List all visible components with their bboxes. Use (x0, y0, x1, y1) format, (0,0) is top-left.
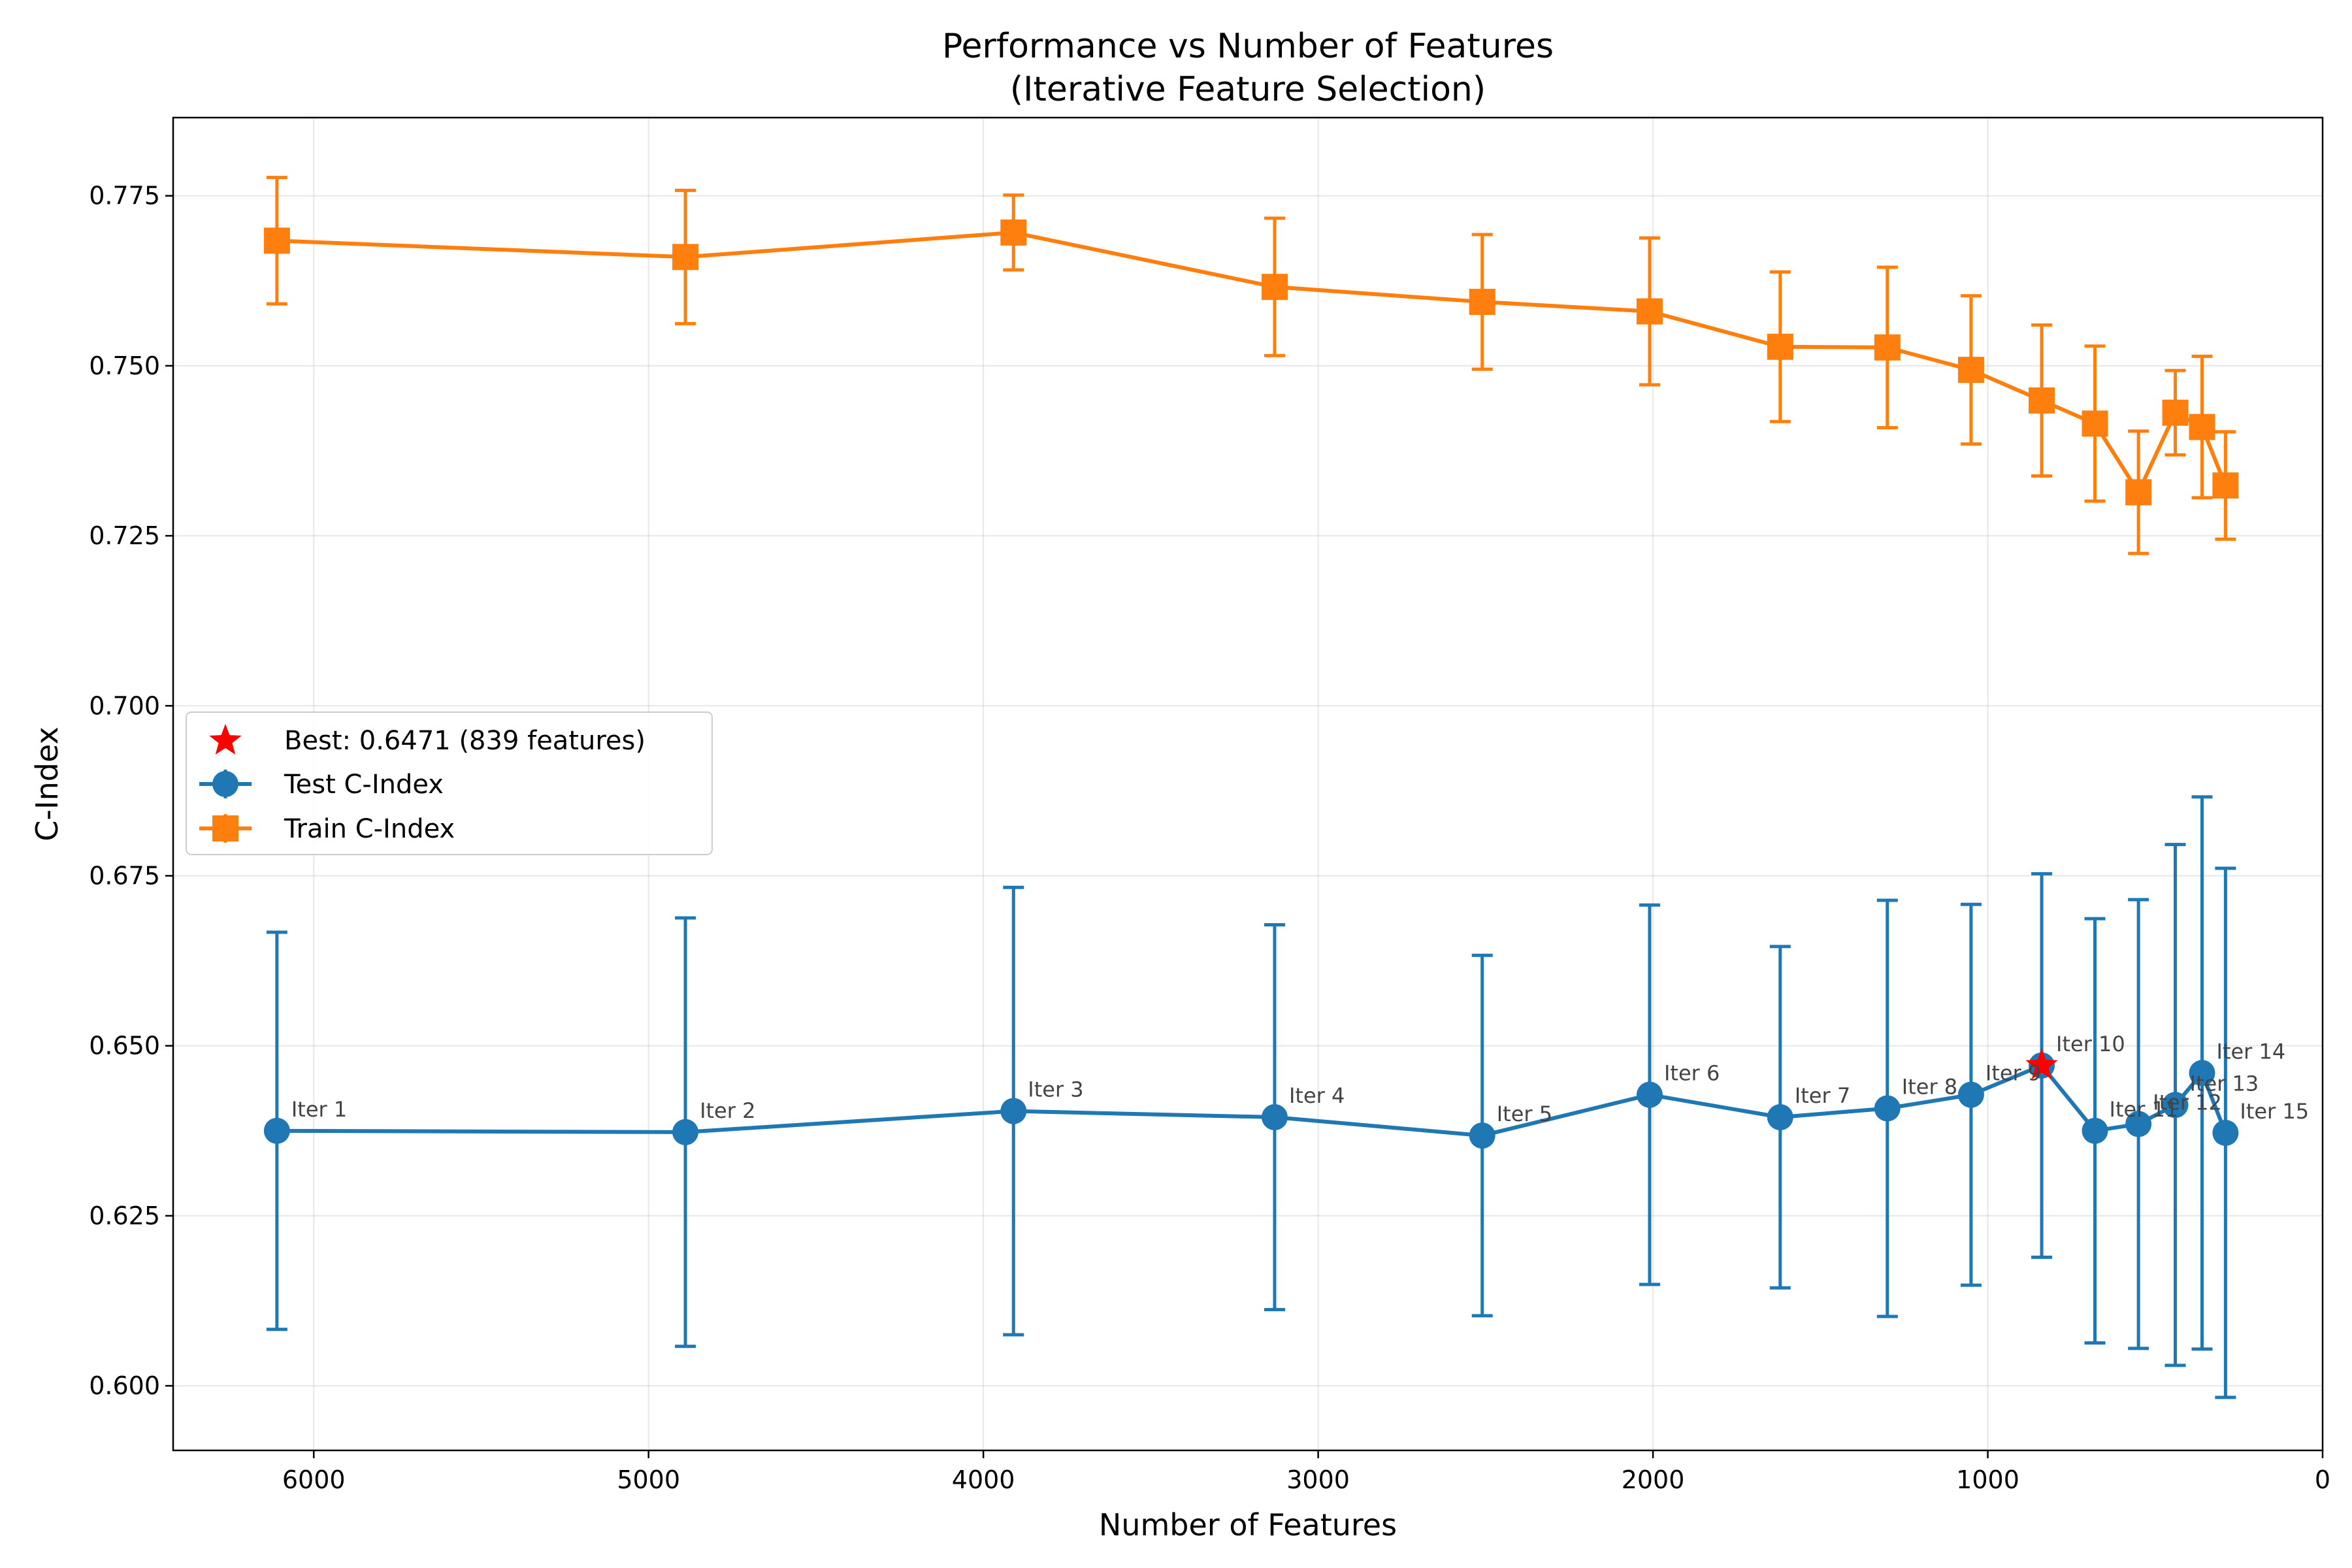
test-point (2189, 1060, 2215, 1086)
y-tick-label: 0.650 (89, 1032, 160, 1060)
x-tick-label: 0 (2315, 1465, 2330, 1494)
legend-best-text: Best: 0.6471 (839 features) (284, 726, 645, 756)
x-tick-label: 3000 (1286, 1465, 1350, 1494)
iteration-label: Iter 7 (1795, 1083, 1850, 1108)
legend-test-marker (212, 771, 238, 797)
plot-frame (172, 116, 2324, 1452)
iteration-label: Iter 14 (2217, 1039, 2286, 1064)
x-tick-label: 2000 (1622, 1465, 1685, 1494)
train-point (2212, 472, 2239, 499)
y-tick-label: 0.775 (89, 182, 160, 210)
test-point (1636, 1081, 1663, 1108)
iteration-label: Iter 4 (1289, 1083, 1345, 1108)
iteration-label: Iter 6 (1664, 1061, 1720, 1086)
series-test (263, 795, 2239, 1399)
iteration-label: Iter 13 (2190, 1071, 2259, 1096)
legend-best-star (209, 724, 242, 755)
iteration-label: Iter 5 (1497, 1102, 1552, 1126)
iteration-label: Iter 2 (700, 1098, 755, 1123)
train-point (672, 244, 699, 270)
train-point (1469, 289, 1495, 316)
iteration-label: Iter 3 (1028, 1077, 1083, 1102)
legend-train-text: Train C-Index (284, 814, 455, 844)
test-point (1957, 1081, 1984, 1108)
test-point (1000, 1098, 1027, 1124)
test-point (1767, 1104, 1793, 1130)
train-point (1874, 334, 1901, 361)
x-tick-label: 5000 (617, 1465, 680, 1494)
test-point (2125, 1111, 2152, 1137)
iteration-label: Iter 12 (2153, 1090, 2222, 1115)
best-point-star (2025, 1048, 2058, 1079)
series-train (263, 176, 2239, 555)
test-point (2162, 1092, 2189, 1119)
train-point (2029, 387, 2055, 414)
train-point (2162, 399, 2189, 426)
chart-title-line-1: Performance vs Number of Features (942, 27, 1554, 66)
train-point (1636, 298, 1663, 325)
y-tick-label: 0.700 (89, 691, 160, 720)
x-tick-label: 1000 (1956, 1465, 2019, 1494)
test-point (1261, 1104, 1288, 1130)
y-tick-label: 0.625 (89, 1201, 160, 1230)
y-tick-label: 0.750 (89, 351, 160, 380)
grid (173, 118, 2323, 1450)
y-axis-ticks: 0.600 0.625 0.650 0.675 0.700 0.725 0.750 0.775 (89, 182, 173, 1400)
test-point (1469, 1122, 1495, 1149)
x-axis-label: Number of Features (1099, 1507, 1397, 1543)
test-point (2212, 1119, 2239, 1146)
x-tick-label: 4000 (952, 1465, 1015, 1494)
train-point (2125, 479, 2152, 506)
train-point (2189, 414, 2215, 440)
iteration-label: Iter 1 (291, 1097, 347, 1122)
series-layer (263, 176, 2239, 1399)
test-point (263, 1117, 290, 1144)
legend-train-marker (212, 815, 238, 841)
train-point (1767, 333, 1793, 360)
y-tick-label: 0.675 (89, 862, 160, 890)
legend: Best: 0.6471 (839 features) Test C-Index… (186, 711, 713, 855)
train-point (2082, 410, 2108, 437)
train-point (1957, 357, 1984, 384)
train-point (263, 227, 290, 254)
legend-box (186, 711, 713, 855)
train-point (1000, 219, 1027, 246)
x-tick-label: 6000 (282, 1465, 346, 1494)
test-point (672, 1119, 699, 1145)
iteration-label: Iter 15 (2240, 1099, 2309, 1124)
iteration-label: Iter 11 (2110, 1097, 2179, 1122)
iteration-labels: Iter 1 Iter 2 Iter 3 Iter 4 Iter 5 Iter 6 Iter… (291, 1032, 2309, 1126)
x-axis-ticks: 6000 5000 4000 3000 2000 1000 0 (282, 1450, 2330, 1494)
chart-title-line-2: (Iterative Feature Selection) (1010, 70, 1486, 109)
iteration-label: Iter 9 (1985, 1061, 2041, 1086)
iteration-label: Iter 10 (2056, 1032, 2125, 1056)
test-point (2082, 1117, 2108, 1144)
train-point (1261, 274, 1288, 301)
test-point (1874, 1095, 1901, 1122)
y-tick-label: 0.600 (89, 1371, 160, 1400)
y-tick-label: 0.725 (89, 521, 160, 550)
legend-test-text: Test C-Index (284, 770, 444, 800)
y-axis-label: C-Index (29, 727, 65, 841)
iteration-label: Iter 8 (1902, 1074, 1957, 1099)
